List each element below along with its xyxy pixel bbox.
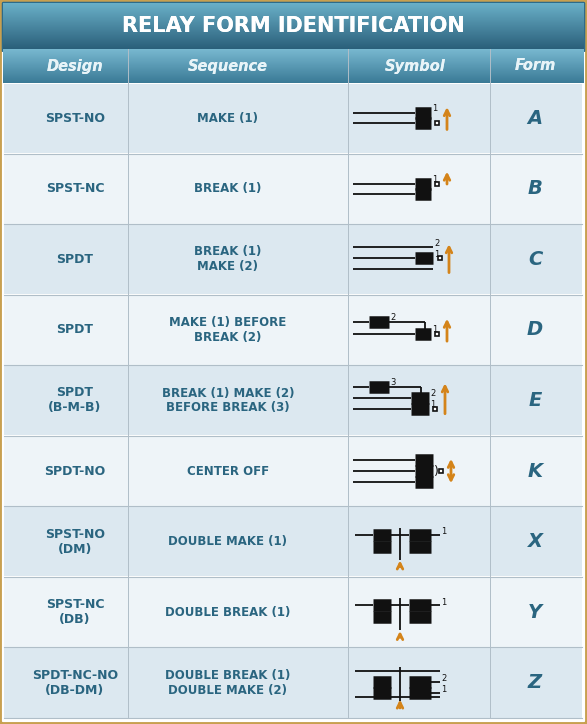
Text: B: B (528, 180, 542, 198)
Bar (4, 648, 582, 717)
Text: DOUBLE BREAK (1): DOUBLE BREAK (1) (166, 606, 291, 619)
Text: 1: 1 (441, 527, 446, 536)
Bar (4, 295, 582, 365)
Text: Sequence: Sequence (188, 59, 268, 74)
Text: Form: Form (514, 59, 556, 74)
Text: 2: 2 (430, 389, 435, 398)
Text: SPDT
(B-M-B): SPDT (B-M-B) (48, 387, 102, 415)
Text: 1: 1 (441, 598, 446, 607)
Text: MAKE (1): MAKE (1) (197, 111, 258, 125)
Text: 2: 2 (441, 674, 446, 683)
Text: RELAY FORM IDENTIFICATION: RELAY FORM IDENTIFICATION (122, 16, 464, 36)
Text: SPDT-NO: SPDT-NO (45, 465, 106, 478)
Text: E: E (528, 391, 542, 410)
Bar (4, 83, 582, 153)
Text: 2: 2 (390, 313, 395, 322)
Bar (438, 256, 442, 261)
Text: SPDT: SPDT (56, 253, 93, 266)
Text: 3: 3 (390, 378, 396, 387)
Text: 1: 1 (432, 326, 437, 334)
Text: Z: Z (528, 673, 542, 692)
Text: 1: 1 (432, 175, 437, 185)
Text: X: X (528, 532, 542, 551)
Text: DOUBLE MAKE (1): DOUBLE MAKE (1) (168, 535, 288, 548)
Text: RELAY FORM IDENTIFICATION: RELAY FORM IDENTIFICATION (122, 16, 464, 36)
Text: C: C (528, 250, 542, 269)
Text: BREAK (1)
MAKE (2): BREAK (1) MAKE (2) (194, 245, 262, 274)
Text: SPST-NC: SPST-NC (46, 182, 104, 195)
Text: DOUBLE BREAK (1)
DOUBLE MAKE (2): DOUBLE BREAK (1) DOUBLE MAKE (2) (166, 669, 291, 696)
Text: Symbol: Symbol (384, 59, 446, 74)
Bar (435, 122, 439, 125)
Text: D: D (527, 321, 543, 340)
Text: Design: Design (47, 59, 103, 74)
Text: 1: 1 (434, 250, 439, 259)
Text: BREAK (1) MAKE (2)
BEFORE BREAK (3): BREAK (1) MAKE (2) BEFORE BREAK (3) (162, 387, 294, 415)
Text: K: K (528, 462, 542, 481)
Bar (4, 366, 582, 435)
Text: Y: Y (528, 602, 542, 622)
Bar (4, 577, 582, 647)
Bar (4, 437, 582, 506)
Text: 1: 1 (441, 685, 446, 694)
Text: A: A (528, 109, 542, 127)
FancyBboxPatch shape (0, 0, 587, 52)
Text: BREAK (1): BREAK (1) (194, 182, 262, 195)
Text: MAKE (1) BEFORE
BREAK (2): MAKE (1) BEFORE BREAK (2) (170, 316, 286, 344)
Bar (435, 332, 439, 336)
Text: 2: 2 (434, 239, 439, 248)
Bar (435, 182, 439, 186)
Text: Design: Design (47, 59, 103, 74)
Bar (3, 26, 584, 49)
Text: SPST-NO: SPST-NO (45, 111, 105, 125)
Text: 1: 1 (430, 400, 435, 409)
Bar (433, 406, 437, 411)
Bar (4, 224, 582, 294)
Bar (439, 469, 443, 473)
Text: Symbol: Symbol (384, 59, 446, 74)
Bar (4, 507, 582, 576)
Text: ): ) (434, 465, 439, 478)
Text: SPDT: SPDT (56, 324, 93, 337)
Bar (4, 154, 582, 224)
Text: CENTER OFF: CENTER OFF (187, 465, 269, 478)
Bar (3, 49, 584, 83)
Text: 1: 1 (432, 104, 437, 113)
Text: SPST-NC
(DB): SPST-NC (DB) (46, 598, 104, 626)
Text: Form: Form (514, 59, 556, 74)
Text: SPST-NO
(DM): SPST-NO (DM) (45, 528, 105, 555)
Text: SPDT-NC-NO
(DB-DM): SPDT-NC-NO (DB-DM) (32, 669, 118, 696)
Text: Sequence: Sequence (188, 59, 268, 74)
